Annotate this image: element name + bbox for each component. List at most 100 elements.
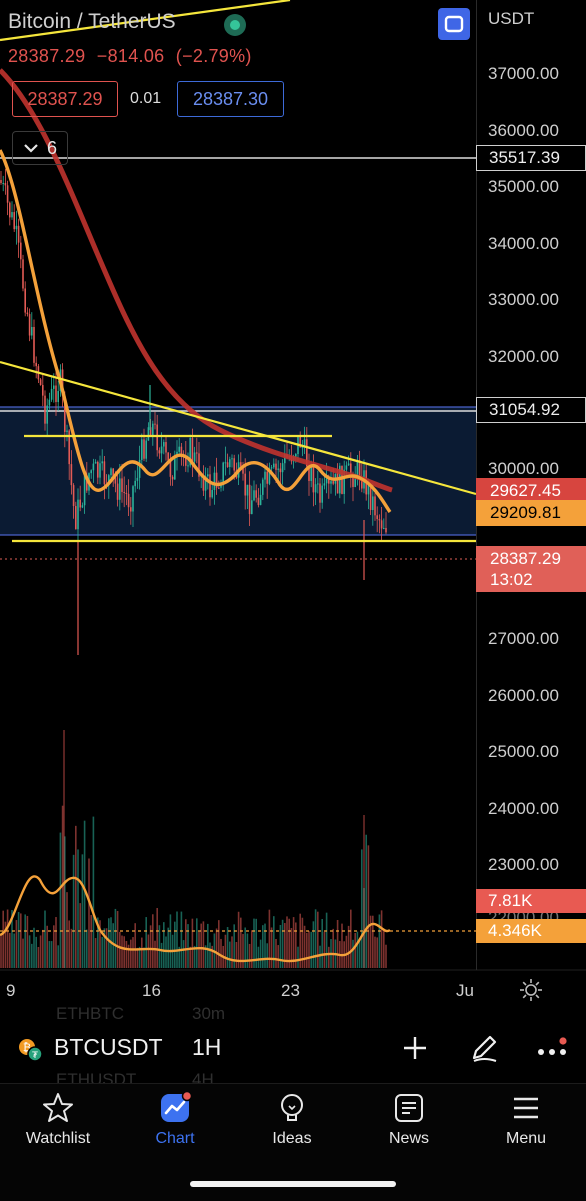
volume-bar <box>121 935 123 968</box>
horizontal-line-label[interactable]: 31054.92 <box>476 397 586 423</box>
chart-icon <box>161 1091 192 1122</box>
trendline <box>0 0 291 42</box>
fullscreen-button[interactable] <box>438 8 470 40</box>
volume-bar <box>279 924 282 968</box>
volume-bar <box>59 832 62 968</box>
candle-body <box>301 447 304 449</box>
add-icon[interactable] <box>397 1030 433 1066</box>
candle-body <box>295 454 297 457</box>
volume-bar <box>127 944 130 968</box>
price-chart[interactable] <box>0 0 586 1005</box>
volume-bar <box>167 927 169 968</box>
volume-bar <box>123 936 125 968</box>
volume-bar <box>39 935 42 968</box>
indicators-toggle[interactable]: 6 <box>12 131 68 165</box>
candle-body <box>218 487 220 489</box>
chart-settings-icon[interactable] <box>519 978 543 1002</box>
candle-body <box>167 452 169 461</box>
candle-body <box>33 326 35 363</box>
candle-body <box>259 494 262 506</box>
star-icon <box>43 1093 73 1122</box>
volume-bar <box>259 939 262 968</box>
candle-body <box>61 369 64 396</box>
ghost-symbol: ETHBTC <box>56 1004 124 1023</box>
drawing-pen-icon[interactable] <box>466 1030 502 1066</box>
volume-bar <box>2 910 4 968</box>
buy-price-button[interactable]: 28387.30 <box>177 81 284 117</box>
slow-ma-label: 29627.45 <box>476 478 586 504</box>
volume-bar <box>310 931 312 968</box>
candle-body <box>325 478 328 484</box>
nav-watchlist[interactable]: Watchlist <box>8 1091 108 1148</box>
price-tick: 34000.00 <box>488 234 559 253</box>
volume-bar <box>116 911 119 968</box>
interval-selector[interactable]: 1H <box>192 1034 222 1060</box>
candle-body <box>224 462 227 464</box>
volume-bar <box>358 939 361 968</box>
more-options-icon[interactable] <box>534 1030 570 1066</box>
candle-body <box>94 461 97 464</box>
candle-body <box>374 496 376 516</box>
candle-body <box>277 468 279 470</box>
candle-body <box>15 225 18 230</box>
volume-bar <box>229 941 231 968</box>
candle-body <box>244 473 246 496</box>
candle-body <box>204 476 207 491</box>
volume-bar <box>13 933 15 968</box>
candle-body <box>72 485 75 507</box>
market-open-indicator <box>224 14 246 36</box>
volume-bar <box>57 945 59 968</box>
candle-body <box>13 212 15 230</box>
candle-body <box>75 506 77 530</box>
candle-body <box>343 469 345 494</box>
nav-news[interactable]: News <box>359 1091 459 1148</box>
candle-body <box>317 483 319 485</box>
candle-body <box>193 452 196 462</box>
candle-body <box>114 477 117 484</box>
candle-body <box>211 490 213 498</box>
volume-bar <box>314 909 317 968</box>
current-price: 28387.29 <box>490 549 561 568</box>
candle-body <box>28 314 31 336</box>
nav-ideas[interactable]: Ideas <box>242 1091 342 1148</box>
volume-bar <box>169 914 172 968</box>
candle-body <box>275 463 277 470</box>
candle-body <box>2 182 4 184</box>
volume-bar <box>105 928 108 968</box>
volume-bar <box>385 944 387 968</box>
candle-body <box>147 427 150 441</box>
nav-label: Watchlist <box>25 1130 91 1147</box>
sell-price-button[interactable]: 28387.29 <box>12 81 118 117</box>
symbol-selector[interactable]: BTCUSDT <box>54 1034 163 1060</box>
volume-bar <box>196 918 198 968</box>
nav-chart[interactable]: Chart <box>125 1091 225 1148</box>
candle-body <box>53 385 55 389</box>
candle-body <box>240 462 242 467</box>
candle-body <box>264 471 266 480</box>
volume-bar <box>103 928 106 968</box>
chart-area[interactable] <box>0 0 586 1005</box>
candle-body <box>158 450 161 454</box>
volume-bar <box>297 946 299 968</box>
candle-body <box>332 481 334 484</box>
candle-body <box>35 362 37 367</box>
candle-body <box>125 492 128 494</box>
candle-body <box>222 462 224 486</box>
candle-body <box>90 470 92 474</box>
candle-body <box>268 468 271 484</box>
candle-body <box>350 463 352 477</box>
current-price-label: 28387.29 13:02 <box>476 546 586 592</box>
candle-body <box>185 456 187 466</box>
volume-bar <box>266 943 268 968</box>
volume-bar <box>149 925 152 968</box>
volume-bar <box>163 922 165 968</box>
volume-bar <box>295 922 297 968</box>
horizontal-line-label[interactable]: 35517.39 <box>476 145 586 171</box>
candle-body <box>169 460 172 477</box>
candle-body <box>108 475 110 485</box>
nav-menu[interactable]: Menu <box>476 1091 576 1148</box>
volume-bar <box>281 919 284 968</box>
candle-body <box>130 507 132 512</box>
currency-selector[interactable]: USDT <box>488 9 535 28</box>
candle-body <box>11 212 13 218</box>
